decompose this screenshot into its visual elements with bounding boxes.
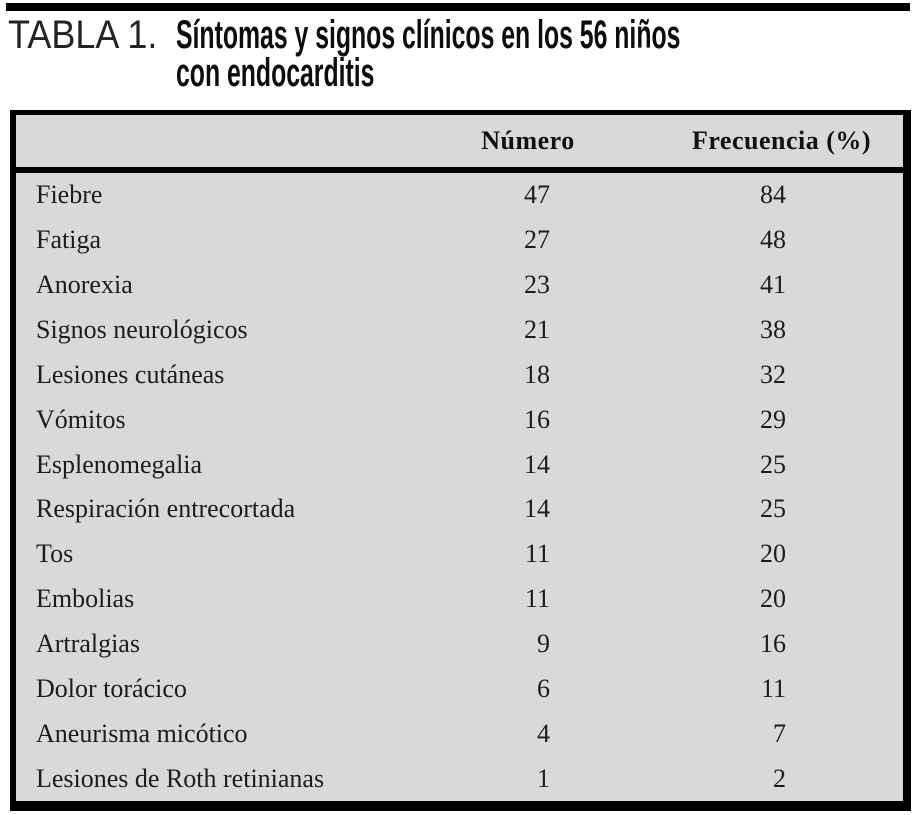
caption-top-rule: [6, 3, 910, 11]
frecuencia-value: 20: [760, 539, 786, 569]
numero-value: 14: [524, 449, 550, 479]
table-body: Fiebre 47 84 Fatiga 27 48 Anorexia 23 41…: [16, 173, 903, 801]
numero-value: 14: [524, 494, 550, 524]
table-row: Embolias 11 20: [16, 577, 903, 622]
table-row: Lesiones de Roth retinianas 1 2: [16, 756, 903, 801]
frecuencia-value: 16: [760, 629, 786, 659]
column-header-empty: [16, 115, 406, 167]
numero-value: 9: [537, 629, 550, 659]
frecuencia-value: 25: [760, 449, 786, 479]
numero-value: 18: [524, 359, 550, 389]
table-row: Aneurisma micótico 4 7: [16, 711, 903, 756]
frecuencia-value: 41: [760, 270, 786, 300]
frecuencia-value: 25: [760, 494, 786, 524]
column-header-numero: Número: [481, 126, 575, 155]
symptom-label: Aneurisma micótico: [36, 718, 248, 748]
frecuencia-value: 32: [760, 359, 786, 389]
numero-value: 4: [537, 718, 550, 748]
symptoms-table: Número Frecuencia (%) Fiebre 47 84 Fatig…: [10, 110, 911, 811]
numero-value: 27: [524, 225, 550, 255]
table-row: Dolor torácico 6 11: [16, 666, 903, 711]
symptom-label: Artralgias: [36, 629, 140, 659]
table-row: Anorexia 23 41: [16, 263, 903, 308]
symptom-label: Anorexia: [36, 270, 133, 300]
table-row: Esplenomegalia 14 25: [16, 442, 903, 487]
symptom-label: Embolias: [36, 584, 135, 614]
frecuencia-value: 38: [760, 315, 786, 344]
frecuencia-value: 84: [760, 180, 786, 210]
numero-value: 11: [524, 584, 550, 614]
frecuencia-value: 20: [760, 584, 786, 614]
numero-value: 21: [524, 315, 550, 344]
symptom-label: Fiebre: [36, 180, 103, 210]
numero-value: 16: [524, 404, 550, 434]
numero-value: 47: [524, 180, 550, 210]
symptom-label: Fatiga: [36, 225, 101, 255]
frecuencia-value: 11: [760, 673, 786, 703]
numero-value: 23: [524, 270, 550, 300]
table-row: Vómitos 16 29: [16, 397, 903, 442]
symptom-label: Lesiones cutáneas: [36, 359, 225, 389]
table-row: Respiración entrecortada 14 25: [16, 487, 903, 532]
numero-value: 6: [537, 673, 550, 703]
frecuencia-value: 7: [773, 718, 786, 748]
symptom-label: Dolor torácico: [36, 673, 187, 703]
table-row: Signos neurológicos 21 38: [16, 308, 903, 353]
table-number-label: TABLA 1.: [8, 13, 158, 57]
table-row: Lesiones cutáneas 18 32: [16, 352, 903, 397]
frecuencia-value: 48: [760, 225, 786, 255]
symptom-label: Lesiones de Roth retinianas: [36, 763, 325, 793]
symptom-label: Esplenomegalia: [36, 449, 203, 479]
table-title-line2: con endocarditis: [176, 51, 375, 95]
table-header-row: Número Frecuencia (%): [16, 115, 903, 173]
symptom-label: Respiración entrecortada: [36, 494, 296, 524]
numero-value: 11: [524, 539, 550, 569]
table-row: Artralgias 9 16: [16, 622, 903, 667]
table-row: Tos 11 20: [16, 532, 903, 577]
table-title: Síntomas y signos clínicos en los 56 niñ…: [176, 13, 681, 95]
numero-value: 1: [537, 763, 550, 793]
frecuencia-value: 2: [773, 763, 786, 793]
frecuencia-value: 29: [760, 404, 786, 434]
table-title-line1: Síntomas y signos clínicos en los 56 niñ…: [176, 13, 681, 57]
symptom-label: Vómitos: [36, 404, 126, 434]
symptom-label: Signos neurológicos: [36, 315, 248, 344]
table-row: Fiebre 47 84: [16, 173, 903, 218]
table-row: Fatiga 27 48: [16, 218, 903, 263]
column-header-frecuencia: Frecuencia (%): [691, 126, 872, 155]
symptom-label: Tos: [36, 539, 74, 569]
